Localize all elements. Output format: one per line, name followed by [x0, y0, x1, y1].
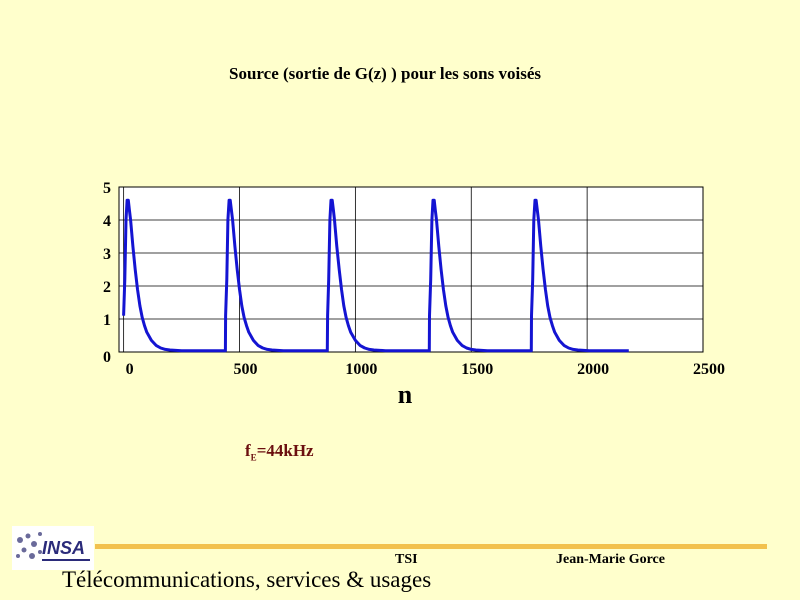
sampling-frequency-label: fE=44kHz: [245, 441, 314, 462]
y-tick-label: 5: [103, 180, 111, 197]
fe-value: =44kHz: [256, 441, 314, 460]
fe-symbol: f: [245, 441, 251, 460]
y-tick-label: 2: [103, 279, 111, 296]
x-tick-label: 1500: [461, 361, 493, 378]
footer-divider: [95, 544, 767, 549]
insa-logo: INSA: [12, 526, 94, 570]
course-title: Télécommunications, services & usages: [62, 567, 432, 592]
x-tick-label: 0: [126, 361, 134, 378]
axis-ticks: 0 500 1000 1500 2000 2500 0 1 2 3 4 5: [103, 180, 725, 378]
x-tick-label: 500: [234, 361, 258, 378]
y-tick-label: 3: [103, 246, 111, 263]
x-tick-label: 1000: [345, 361, 377, 378]
course-code: TSI: [395, 552, 418, 567]
plot-area: [118, 186, 704, 353]
y-tick-label: 4: [103, 213, 111, 230]
author-name: Jean-Marie Gorce: [556, 552, 665, 567]
x-tick-label: 2000: [577, 361, 609, 378]
fe-subscript: E: [250, 452, 257, 463]
x-tick-label: 2500: [693, 361, 725, 378]
chart-title: Source (sortie de G(z) ) pour les sons v…: [229, 64, 541, 83]
y-tick-label: 1: [103, 312, 111, 329]
x-axis-label: n: [397, 380, 413, 409]
y-tick-label: 0: [103, 349, 111, 366]
logo-lettering: INSA: [42, 538, 85, 558]
pulse-train-line: [122, 198, 629, 353]
